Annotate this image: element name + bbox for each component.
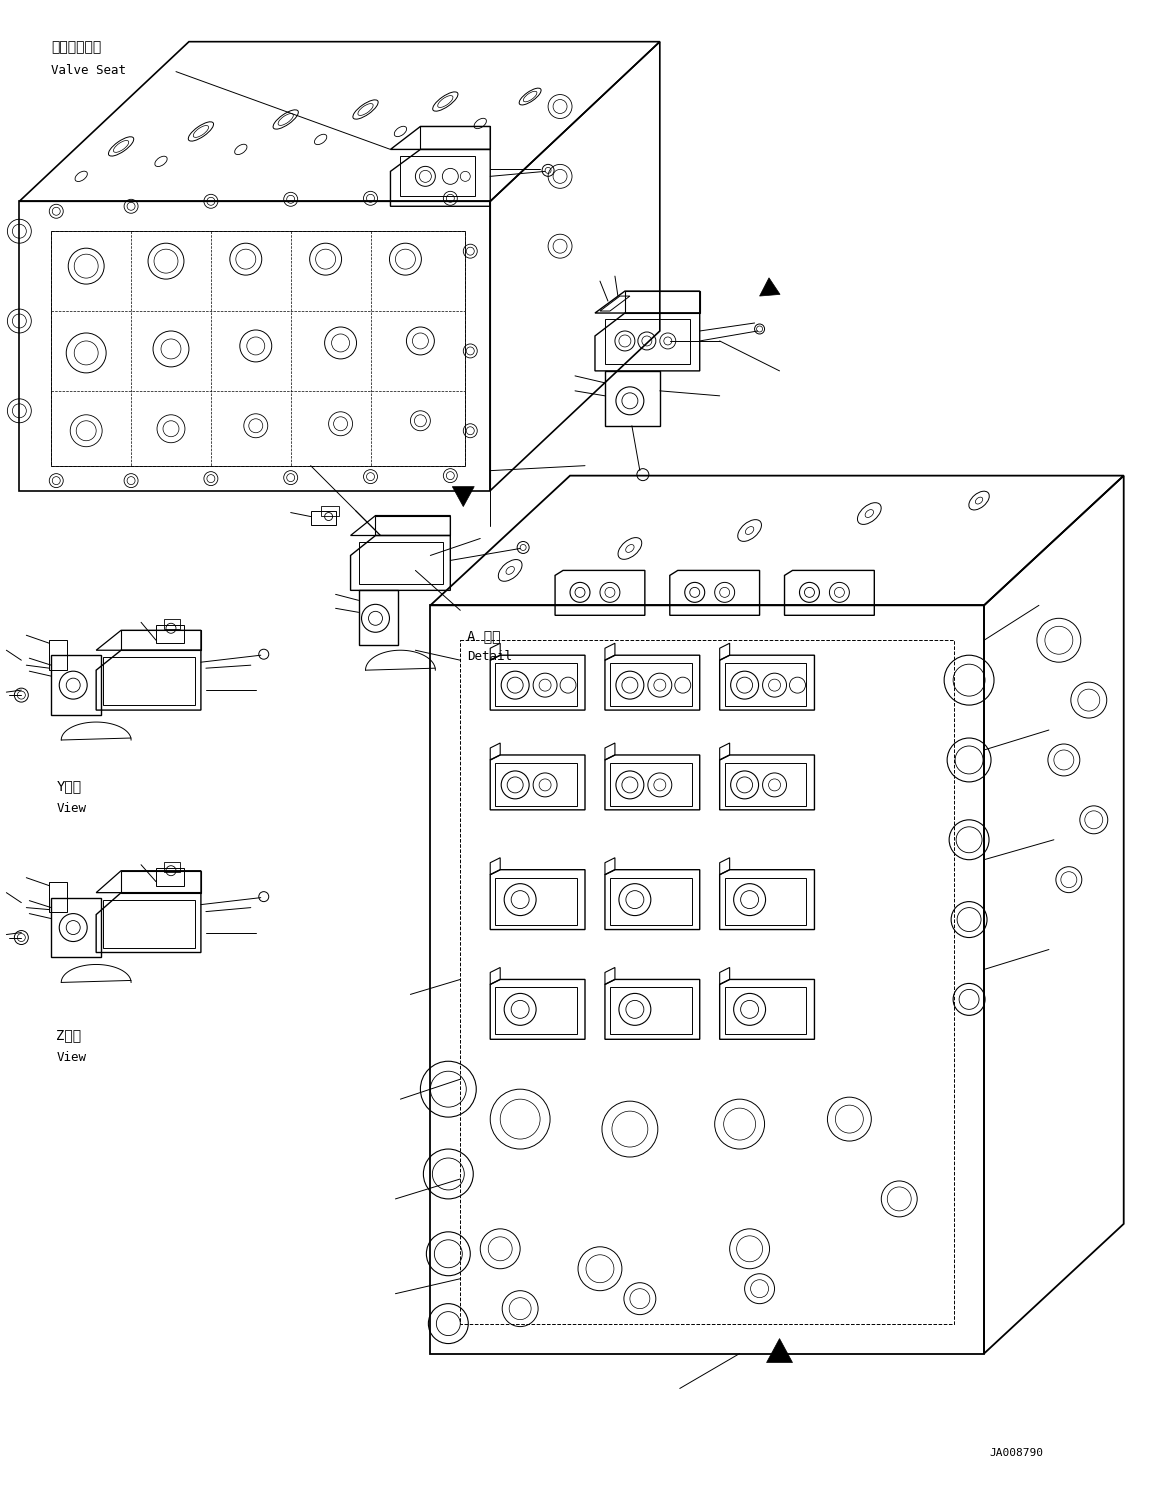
Bar — [495, 663, 577, 706]
Bar — [401, 156, 475, 196]
Bar — [724, 763, 806, 806]
Polygon shape — [452, 486, 474, 507]
Bar — [321, 506, 339, 516]
Bar — [164, 619, 180, 629]
Polygon shape — [759, 278, 780, 296]
Text: JA008790: JA008790 — [989, 1448, 1043, 1459]
Bar — [495, 763, 577, 806]
Bar — [51, 230, 465, 465]
Bar — [157, 868, 183, 886]
Bar — [51, 898, 102, 958]
Bar — [724, 877, 806, 925]
Text: Z　視: Z 視 — [56, 1029, 82, 1042]
Bar — [610, 877, 691, 925]
Bar — [103, 900, 195, 947]
Bar — [311, 510, 335, 525]
Bar — [460, 641, 954, 1323]
Bar — [51, 230, 465, 465]
Bar — [359, 590, 398, 645]
Bar — [724, 987, 806, 1035]
Bar — [605, 320, 690, 364]
Text: A 詳細: A 詳細 — [467, 629, 501, 644]
Text: Detail: Detail — [467, 650, 513, 663]
Text: バルブシート: バルブシート — [51, 40, 102, 55]
Bar — [610, 987, 691, 1035]
Bar — [495, 987, 577, 1035]
Text: Valve Seat: Valve Seat — [51, 64, 126, 77]
Bar — [49, 641, 68, 671]
Bar — [610, 663, 691, 706]
Bar — [359, 543, 444, 584]
Bar — [610, 763, 691, 806]
Bar — [103, 657, 195, 705]
Text: View: View — [56, 1051, 86, 1065]
Bar — [164, 862, 180, 871]
Bar — [157, 625, 183, 644]
Bar — [724, 663, 806, 706]
Text: View: View — [56, 801, 86, 815]
Bar — [495, 877, 577, 925]
Bar — [51, 656, 102, 715]
Polygon shape — [766, 1338, 793, 1362]
Text: Y　視: Y 視 — [56, 779, 82, 793]
Bar — [605, 370, 660, 425]
Bar — [49, 882, 68, 912]
